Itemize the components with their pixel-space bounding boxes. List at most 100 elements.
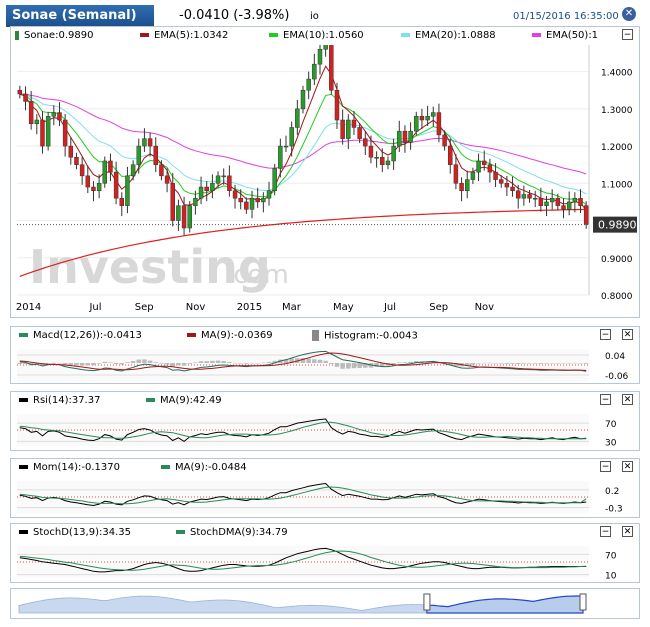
- navigator-chart[interactable]: [11, 589, 639, 618]
- x-tick-label: Sep: [135, 302, 154, 313]
- candle: [187, 205, 192, 229]
- candle: [210, 183, 215, 192]
- navigator-handle[interactable]: [423, 593, 431, 611]
- y-tick-label: 10: [605, 572, 617, 582]
- candle: [391, 145, 396, 162]
- histogram-bar: [544, 363, 549, 364]
- histogram-bar: [79, 363, 85, 366]
- legend-histogram: Histogram:-0.0043: [312, 330, 418, 342]
- histogram-bar: [363, 363, 368, 368]
- candle: [515, 190, 521, 199]
- candle: [113, 171, 119, 199]
- candle: [408, 130, 413, 143]
- legend-sonae: Sonae:0.9890: [15, 30, 93, 41]
- y-tick-label: 0.8000: [601, 292, 633, 302]
- candle: [272, 168, 277, 192]
- histogram-bar: [119, 363, 125, 365]
- last-price-text: 0.9890: [598, 219, 637, 232]
- candle: [329, 45, 334, 91]
- candle: [397, 130, 402, 147]
- candle: [91, 186, 96, 192]
- navigator-panel[interactable]: [10, 588, 640, 619]
- y-tick-label: -0.06: [605, 372, 629, 382]
- candle: [108, 160, 113, 173]
- histogram-bar: [481, 362, 487, 364]
- histogram-bar: [227, 362, 232, 363]
- histogram-bar: [532, 363, 538, 364]
- histogram-bar: [430, 361, 436, 363]
- panel-minimize-button[interactable]: −: [600, 461, 611, 472]
- panel-close-button[interactable]: ✕: [622, 329, 633, 340]
- histogram-bar: [261, 362, 266, 364]
- candle: [334, 89, 340, 121]
- y-tick-label: 1.3000: [601, 106, 633, 116]
- candle: [363, 138, 368, 147]
- panel-close-button[interactable]: ✕: [622, 526, 633, 537]
- candle: [23, 93, 28, 102]
- histogram-bar: [198, 361, 204, 363]
- chart-title-tab[interactable]: Sonae (Semanal): [6, 5, 154, 27]
- candle: [130, 164, 136, 177]
- candle: [215, 175, 221, 184]
- candle: [419, 116, 425, 121]
- legend-ema10: EMA(10):1.0560: [269, 30, 364, 41]
- series-line-0: [19, 547, 587, 573]
- histogram-bar: [572, 362, 578, 364]
- candle: [357, 127, 362, 139]
- histogram-bar: [300, 358, 306, 363]
- candle: [255, 197, 260, 203]
- candle: [198, 186, 204, 199]
- histogram-bar: [255, 363, 260, 364]
- y-tick-label: 30: [605, 438, 617, 448]
- histogram-bar: [221, 361, 226, 363]
- y-tick-label: 70: [605, 420, 617, 430]
- histogram-bar: [566, 363, 572, 364]
- y-tick-label: 1.4000: [601, 69, 633, 79]
- legend-ema50: EMA(50):1: [532, 30, 598, 41]
- histogram-bar: [334, 363, 340, 367]
- close-icon[interactable]: ✕: [622, 7, 636, 21]
- histogram-bar: [408, 361, 413, 363]
- histogram-bar: [147, 360, 153, 363]
- candle: [572, 197, 578, 203]
- candle: [493, 171, 498, 180]
- candle: [96, 183, 102, 192]
- histogram-bar: [323, 360, 328, 363]
- candle: [448, 145, 453, 165]
- histogram-bar: [232, 362, 238, 364]
- panel-minimize-button[interactable]: −: [600, 526, 611, 537]
- series-line-1: [19, 421, 587, 440]
- navigator-handle[interactable]: [579, 593, 587, 611]
- legend-rsi-ma: MA(9):42.49: [146, 395, 222, 406]
- legend-macd-ma: MA(9):-0.0369: [187, 330, 273, 341]
- candle: [227, 175, 232, 192]
- candle: [465, 179, 470, 192]
- panel-minimize-button[interactable]: −: [600, 394, 611, 405]
- candle: [527, 194, 532, 199]
- panel-minimize-button[interactable]: −: [600, 329, 611, 340]
- histogram-bar: [306, 358, 311, 363]
- candle: [498, 179, 504, 184]
- histogram-bar: [68, 363, 74, 366]
- chart-header: Sonae (Semanal) -0.0410 (-3.98%) io 01/1…: [0, 0, 650, 30]
- candle: [521, 194, 527, 199]
- candle: [57, 112, 62, 121]
- navigator-selection: [426, 595, 584, 614]
- candle: [578, 197, 583, 206]
- panel-minimize-button[interactable]: −: [622, 29, 633, 40]
- candle: [481, 160, 487, 165]
- histogram-bar: [244, 363, 249, 364]
- panel-close-button[interactable]: ✕: [622, 394, 633, 405]
- watermark-suffix: .com: [225, 260, 289, 290]
- stoch-panel: StochD(13,9):34.35 StochDMA(9):34.79 − ✕…: [10, 523, 640, 583]
- histogram-bar: [549, 363, 555, 364]
- histogram-bar: [329, 363, 334, 364]
- x-tick-label: 2014: [16, 302, 41, 313]
- panel-close-button[interactable]: ✕: [622, 461, 633, 472]
- candle: [232, 190, 238, 199]
- candle: [125, 175, 130, 206]
- y-tick-label: 70: [605, 551, 617, 561]
- momentum-panel: Mom(14):-0.1370 MA(9):-0.0484 − ✕ 0.2 -0.…: [10, 458, 640, 518]
- histogram-bar: [125, 362, 130, 363]
- last-price-label: 0.9890: [593, 216, 637, 233]
